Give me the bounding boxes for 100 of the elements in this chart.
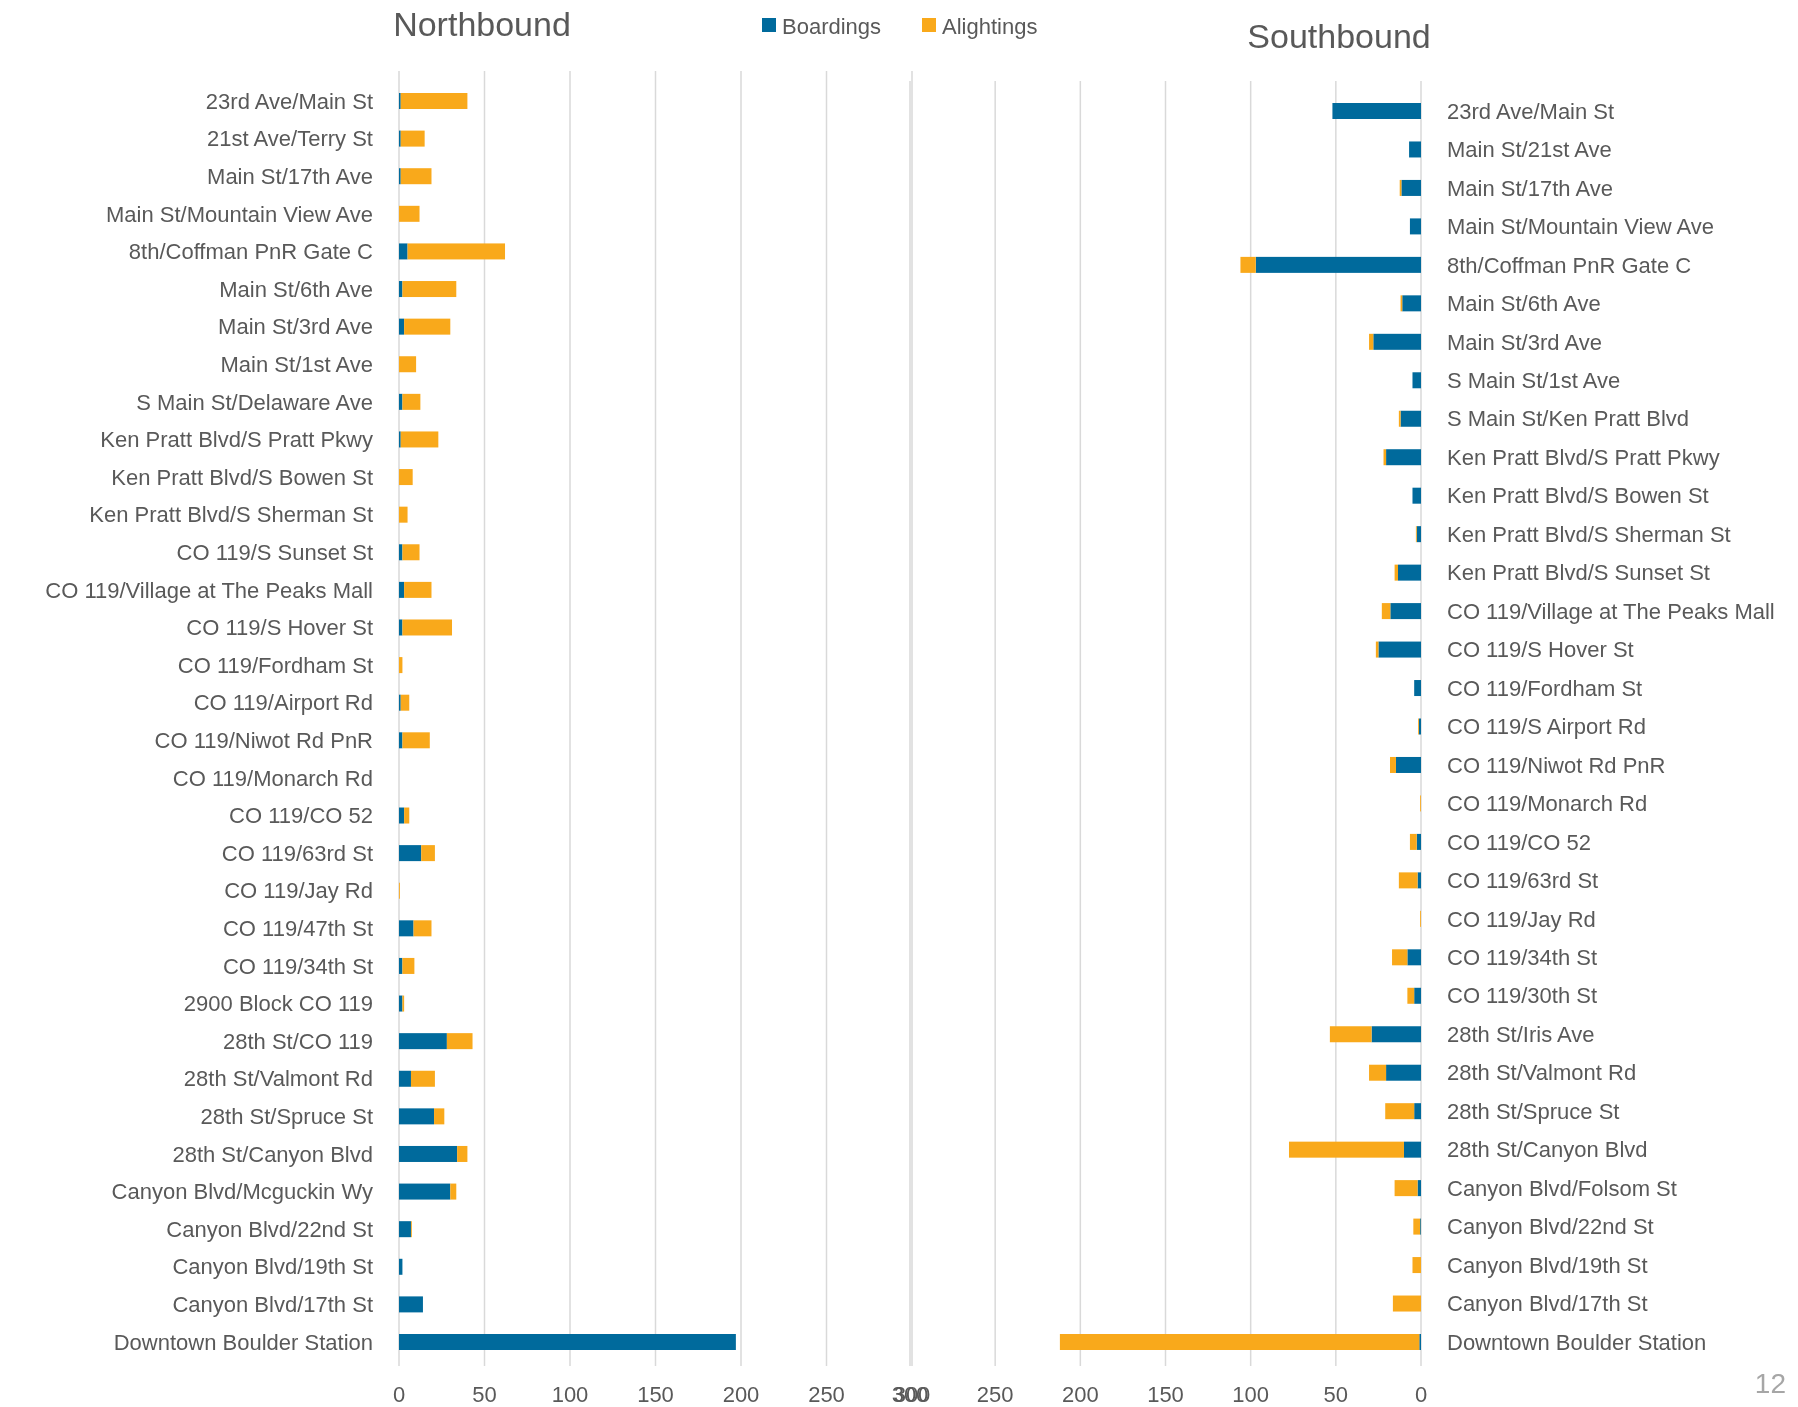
bar — [1059, 1334, 1420, 1350]
bar — [399, 1296, 423, 1313]
y-tick-label: CO 119/63rd St — [1447, 868, 1599, 894]
bar — [399, 1183, 451, 1200]
bar — [1390, 603, 1421, 620]
y-tick-label: CO 119/S Hover St — [1447, 637, 1634, 663]
bar — [400, 130, 425, 147]
y-tick-label: 23rd Ave/Main St — [1447, 98, 1615, 124]
y-tick-label: Main St/6th Ave — [1447, 291, 1601, 317]
y-tick-label: Ken Pratt Blvd/S Pratt Pkwy — [1447, 444, 1720, 470]
bar — [1409, 218, 1421, 235]
bar — [1369, 333, 1374, 350]
x-tick-label: 250 — [976, 1382, 1014, 1407]
y-tick-label: 23rd Ave/Main St — [205, 88, 373, 114]
bar — [402, 544, 420, 561]
bar — [399, 581, 405, 598]
y-tick-label: CO 119/Fordham St — [177, 652, 373, 678]
bar — [402, 393, 421, 410]
y-tick-label: Main St/17th Ave — [1447, 175, 1613, 201]
y-tick-label: Canyon Blvd/Folsom St — [1447, 1175, 1677, 1201]
bar — [399, 243, 408, 260]
bar — [399, 1033, 447, 1050]
bar — [399, 845, 422, 862]
bar — [1288, 1141, 1404, 1158]
bar — [1386, 1064, 1421, 1081]
y-tick-label: CO 119/S Sunset St — [176, 539, 373, 565]
y-tick-label: Main St/1st Ave — [220, 351, 373, 377]
y-tick-label: 8th/Coffman PnR Gate C — [1447, 252, 1692, 278]
bar — [413, 920, 432, 937]
y-tick-label: CO 119/30th St — [1447, 983, 1598, 1009]
x-tick-label: 0 — [392, 1382, 406, 1407]
bar — [402, 732, 430, 749]
x-tick-label: 0 — [1414, 1382, 1428, 1407]
bar — [421, 845, 435, 862]
bar — [1386, 449, 1421, 466]
bar — [400, 694, 410, 711]
bar — [1412, 487, 1421, 504]
y-tick-label: S Main St/1st Ave — [1447, 367, 1621, 393]
y-tick-label: CO 119/S Airport Rd — [1447, 714, 1646, 740]
bar — [399, 1145, 458, 1162]
y-tick-label: Main St/3rd Ave — [1447, 329, 1602, 355]
y-tick-label: Main St/17th Ave — [207, 163, 373, 189]
bar — [404, 581, 432, 598]
bar — [1414, 1103, 1421, 1120]
bar — [399, 469, 413, 486]
bar — [399, 1070, 411, 1087]
x-tick-label: 50 — [472, 1382, 497, 1407]
y-tick-label: Main St/Mountain View Ave — [1447, 214, 1715, 240]
bar — [1378, 641, 1421, 658]
bar — [1255, 256, 1421, 273]
y-tick-label: CO 119/Niwot Rd PnR — [1447, 752, 1666, 778]
chart-title: Southbound — [1247, 17, 1431, 55]
y-tick-label: Main St/Mountain View Ave — [105, 201, 373, 227]
bar — [1398, 564, 1422, 581]
bar — [1381, 603, 1391, 620]
bar — [1412, 1257, 1421, 1274]
bar — [1414, 987, 1421, 1004]
bar — [1240, 256, 1256, 273]
y-tick-label: Downtown Boulder Station — [113, 1329, 373, 1355]
bar — [1373, 333, 1421, 350]
x-tick-label: 50 — [1323, 1382, 1349, 1407]
y-tick-label: Ken Pratt Blvd/S Bowen St — [1447, 483, 1709, 509]
bar — [1401, 179, 1421, 196]
y-tick-label: CO 119/CO 52 — [1447, 829, 1591, 855]
bar — [402, 957, 415, 974]
bar — [1332, 103, 1421, 119]
y-tick-label: 28th St/Valmont Rd — [1447, 1060, 1637, 1086]
y-tick-label: 2900 Block CO 119 — [183, 991, 373, 1017]
y-tick-label: CO 119/S Hover St — [186, 615, 373, 641]
y-tick-label: CO 119/CO 52 — [229, 803, 373, 829]
bar — [457, 1145, 468, 1162]
x-tick-label: 200 — [1061, 1382, 1099, 1407]
y-tick-label: Canyon Blvd/17th St — [1447, 1291, 1648, 1317]
bar — [1394, 1180, 1418, 1197]
y-tick-label: Canyon Blvd/19th St — [172, 1254, 373, 1280]
y-tick-label: CO 119/Village at The Peaks Mall — [45, 577, 373, 603]
bar — [399, 920, 414, 937]
chart-title: Northbound — [393, 5, 571, 43]
bar — [1412, 372, 1421, 389]
x-tick-label: 100 — [1232, 1382, 1270, 1407]
x-tick-label: 150 — [637, 1382, 674, 1407]
bar — [1385, 1103, 1415, 1120]
bar — [400, 93, 468, 109]
bar — [1413, 1218, 1421, 1235]
bar — [399, 506, 408, 523]
y-tick-label: CO 119/47th St — [222, 916, 373, 942]
y-tick-label: 28th St/Valmont Rd — [183, 1066, 373, 1092]
y-tick-label: CO 119/Monarch Rd — [1447, 791, 1648, 817]
y-tick-label: Canyon Blvd/Mcguckin Wy — [111, 1179, 373, 1205]
bar — [1398, 872, 1418, 889]
y-tick-label: 28th St/Spruce St — [200, 1104, 373, 1130]
y-tick-label: Main St/3rd Ave — [218, 314, 373, 340]
y-tick-label: CO 119/Monarch Rd — [172, 765, 373, 791]
bar — [450, 1183, 457, 1200]
bar — [1416, 833, 1421, 850]
bar — [1407, 949, 1421, 966]
y-tick-label: Canyon Blvd/22nd St — [1447, 1214, 1654, 1240]
legend-label: Alightings — [942, 13, 1038, 39]
x-tick-label: 150 — [1147, 1382, 1184, 1407]
bar — [399, 807, 405, 824]
